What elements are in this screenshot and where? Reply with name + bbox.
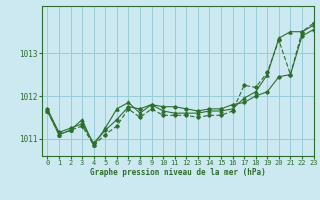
X-axis label: Graphe pression niveau de la mer (hPa): Graphe pression niveau de la mer (hPa) bbox=[90, 168, 266, 177]
